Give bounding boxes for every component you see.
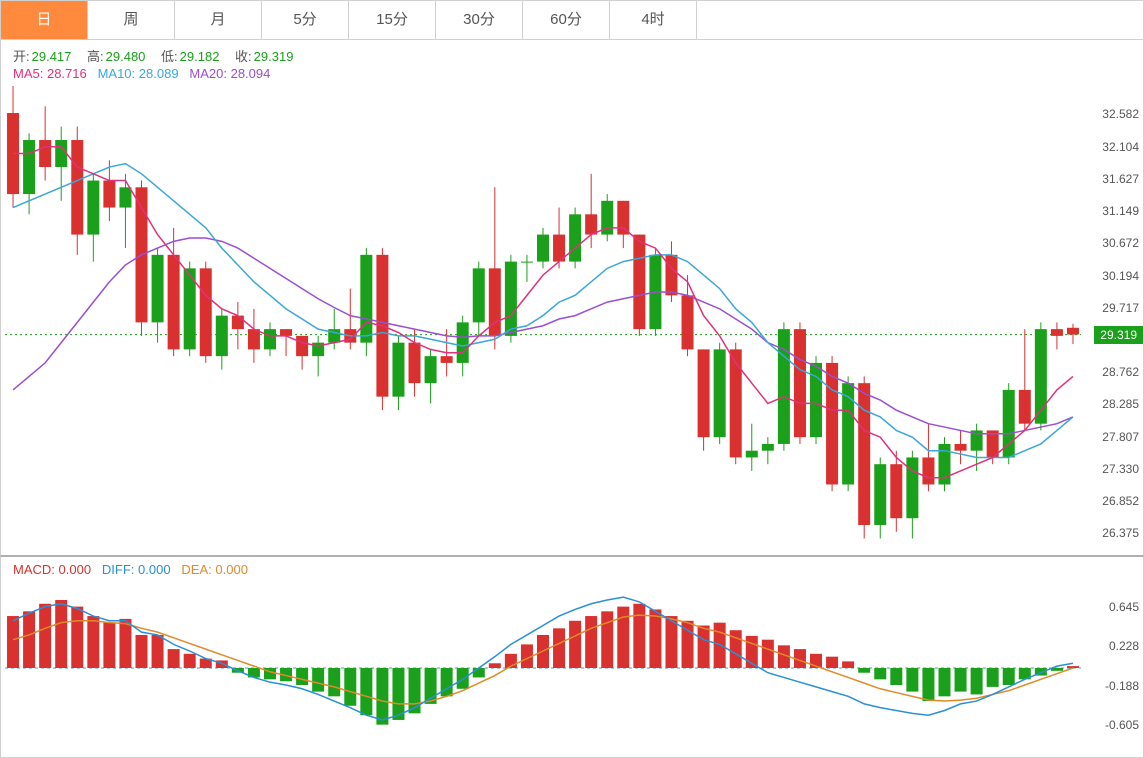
ytick: 31.149 bbox=[1102, 204, 1139, 218]
ytick: 29.717 bbox=[1102, 301, 1139, 315]
timeframe-tab-7[interactable]: 4时 bbox=[610, 1, 697, 39]
ytick: 27.330 bbox=[1102, 462, 1139, 476]
ytick: 30.672 bbox=[1102, 236, 1139, 250]
timeframe-tab-5[interactable]: 30分 bbox=[436, 1, 523, 39]
ytick: 30.194 bbox=[1102, 269, 1139, 283]
ytick: 0.228 bbox=[1109, 639, 1139, 653]
price-yaxis: 32.582 32.104 31.627 31.149 30.672 30.194 29.7… bbox=[1085, 40, 1143, 555]
macd-yaxis: 0.645 0.228 -0.188 -0.605 bbox=[1085, 557, 1143, 757]
ytick: 26.852 bbox=[1102, 494, 1139, 508]
ytick: 32.104 bbox=[1102, 140, 1139, 154]
timeframe-tab-2[interactable]: 月 bbox=[175, 1, 262, 39]
ytick: 32.582 bbox=[1102, 107, 1139, 121]
ytick: -0.188 bbox=[1105, 679, 1139, 693]
timeframe-tab-1[interactable]: 周 bbox=[88, 1, 175, 39]
ytick: 28.285 bbox=[1102, 397, 1139, 411]
timeframe-tab-6[interactable]: 60分 bbox=[523, 1, 610, 39]
timeframe-tabs: 日周月5分15分30分60分4时 bbox=[0, 0, 1144, 40]
macd-chart: MACD: 0.000 DIFF: 0.000 DEA: 0.000 0.645… bbox=[0, 555, 1144, 758]
ytick: 31.627 bbox=[1102, 172, 1139, 186]
ytick: -0.605 bbox=[1105, 718, 1139, 732]
ytick: 27.807 bbox=[1102, 430, 1139, 444]
price-chart: 开:29.417 高:29.480 低:29.182 收:29.319 MA5:… bbox=[0, 40, 1144, 555]
macd-svg bbox=[1, 557, 1144, 757]
current-price-label: 29.319 bbox=[1094, 326, 1143, 344]
candlestick-svg bbox=[1, 40, 1144, 555]
timeframe-tab-4[interactable]: 15分 bbox=[349, 1, 436, 39]
timeframe-tab-0[interactable]: 日 bbox=[1, 1, 88, 39]
timeframe-tab-3[interactable]: 5分 bbox=[262, 1, 349, 39]
ytick: 26.375 bbox=[1102, 526, 1139, 540]
ytick: 0.645 bbox=[1109, 600, 1139, 614]
ytick: 28.762 bbox=[1102, 365, 1139, 379]
